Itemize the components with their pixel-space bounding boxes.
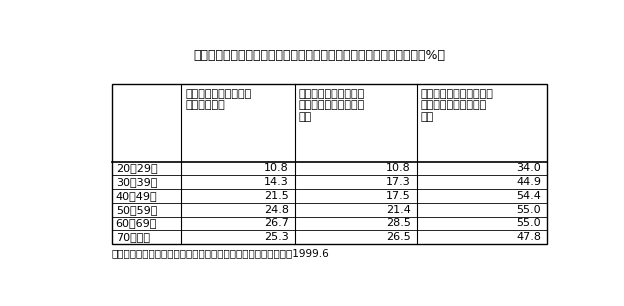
Text: 17.5: 17.5	[386, 191, 411, 201]
Text: 47.8: 47.8	[516, 232, 541, 242]
Text: 10.8: 10.8	[386, 163, 411, 174]
Text: 50～59歳: 50～59歳	[115, 205, 157, 215]
Text: 60～69歳: 60～69歳	[115, 218, 157, 229]
Text: 消火器や三角バケツを
準備している: 消火器や三角バケツを 準備している	[185, 88, 251, 110]
Text: 44.9: 44.9	[516, 177, 541, 187]
Text: （表１－４－３）　大地震に備えてとっている対策（複数回答，単位%）: （表１－４－３） 大地震に備えてとっている対策（複数回答，単位%）	[194, 48, 446, 62]
Text: 貴重品などをすぐ持ち
出せるように準備して
いる: 貴重品などをすぐ持ち 出せるように準備して いる	[298, 88, 365, 122]
Text: 25.3: 25.3	[264, 232, 289, 242]
Text: 注：「防災と情報に関する世論調査」，総理府広報室（当時），1999.6: 注：「防災と情報に関する世論調査」，総理府広報室（当時），1999.6	[112, 248, 329, 258]
Text: 26.5: 26.5	[386, 232, 411, 242]
Text: 17.3: 17.3	[386, 177, 411, 187]
Text: 26.7: 26.7	[264, 218, 289, 229]
Text: 14.3: 14.3	[264, 177, 289, 187]
Text: 30～39歳: 30～39歳	[115, 177, 157, 187]
Text: 20～29歳: 20～29歳	[115, 163, 157, 174]
Text: 55.0: 55.0	[517, 205, 541, 215]
Text: 28.5: 28.5	[386, 218, 411, 229]
Text: 34.0: 34.0	[517, 163, 541, 174]
Text: 21.4: 21.4	[386, 205, 411, 215]
Text: 40～49歳: 40～49歳	[115, 191, 157, 201]
Text: 10.8: 10.8	[264, 163, 289, 174]
Text: 55.0: 55.0	[517, 218, 541, 229]
Text: 21.5: 21.5	[264, 191, 289, 201]
Bar	[112, 84, 547, 244]
Text: 24.8: 24.8	[264, 205, 289, 215]
Text: 70歳以上: 70歳以上	[115, 232, 150, 242]
Text: 携帯ラジオ，懐中電灯，
医薬品などを準備して
いる: 携帯ラジオ，懐中電灯， 医薬品などを準備して いる	[421, 88, 493, 122]
Text: 54.4: 54.4	[517, 191, 541, 201]
